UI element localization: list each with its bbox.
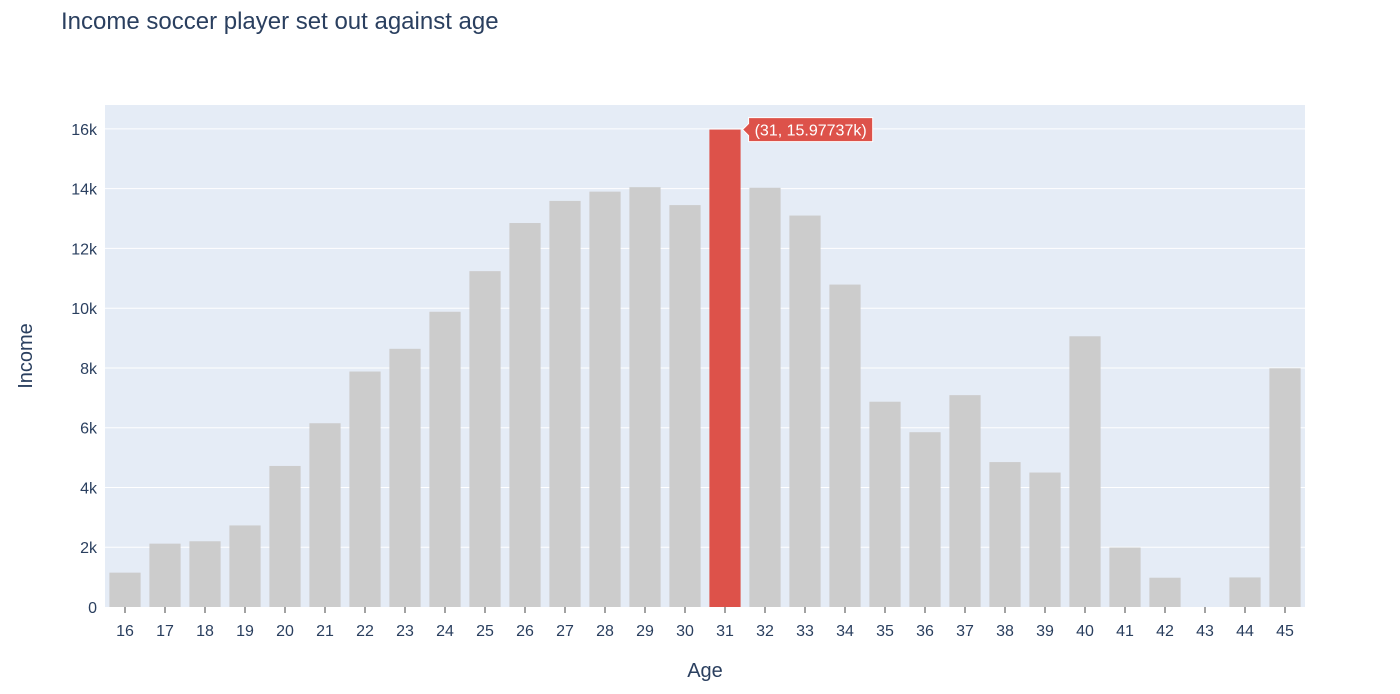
x-tick-label: 30 [676, 623, 694, 640]
bars [109, 129, 1301, 608]
x-tick-label: 36 [916, 623, 934, 640]
x-tick-label: 21 [316, 623, 334, 640]
bar-age-32[interactable] [749, 187, 781, 607]
y-tick-label: 10k [71, 301, 98, 318]
y-tick-label: 6k [80, 421, 98, 438]
bar-age-37[interactable] [949, 395, 981, 607]
x-tick-label: 35 [876, 623, 894, 640]
bar-age-18[interactable] [189, 541, 221, 607]
bar-age-38[interactable] [989, 462, 1021, 607]
bar-age-19[interactable] [229, 525, 261, 607]
bar-age-35[interactable] [869, 401, 901, 607]
bar-age-21[interactable] [309, 423, 341, 607]
x-tick-label: 27 [556, 623, 574, 640]
x-tick-label: 18 [196, 623, 214, 640]
bar-age-29[interactable] [629, 187, 661, 608]
bar-age-23[interactable] [389, 348, 421, 607]
bar-age-31[interactable] [709, 129, 741, 607]
x-tick-label: 32 [756, 623, 774, 640]
bar-age-33[interactable] [789, 215, 821, 608]
x-tick-label: 20 [276, 623, 294, 640]
x-tick-label: 34 [836, 623, 854, 640]
y-tick-label: 14k [71, 182, 98, 199]
x-tick-label: 22 [356, 623, 374, 640]
x-tick-label: 28 [596, 623, 614, 640]
bar-age-20[interactable] [269, 465, 301, 607]
x-tick-label: 25 [476, 623, 494, 640]
bar-age-27[interactable] [549, 200, 581, 608]
x-tick-label: 16 [116, 623, 134, 640]
x-tick-label: 40 [1076, 623, 1094, 640]
x-tick-label: 42 [1156, 623, 1174, 640]
y-tick-label: 4k [80, 480, 98, 497]
y-axis-title: Income [15, 323, 37, 389]
hover-tooltip: (31, 15.97737k) [741, 117, 874, 143]
bar-age-22[interactable] [349, 371, 381, 607]
x-tick-label: 23 [396, 623, 414, 640]
bar-age-25[interactable] [469, 271, 501, 607]
bar-age-24[interactable] [429, 311, 461, 607]
gridlines [105, 128, 1305, 548]
bar-age-17[interactable] [149, 543, 181, 607]
x-tick-label: 31 [716, 623, 734, 640]
x-tick-label: 33 [796, 623, 814, 640]
bar-age-42[interactable] [1149, 577, 1181, 607]
bar-age-28[interactable] [589, 191, 621, 607]
y-axis: 0 2k 4k 6k 8k 10k 12k 14k 16k [71, 122, 98, 617]
bar-age-16[interactable] [109, 572, 141, 607]
x-axis: 16 17 18 19 20 21 22 23 24 25 26 27 28 29 30 31 32 33 34 35… [116, 607, 1294, 640]
chart-title: Income soccer player set out against age [61, 8, 499, 35]
y-tick-label: 8k [80, 361, 98, 378]
x-tick-label: 19 [236, 623, 254, 640]
bar-age-30[interactable] [669, 205, 701, 607]
bar-age-39[interactable] [1029, 472, 1061, 607]
x-tick-label: 41 [1116, 623, 1134, 640]
bar-age-34[interactable] [829, 284, 861, 607]
x-tick-label: 29 [636, 623, 654, 640]
hover-tooltip-box [741, 117, 874, 143]
x-tick-label: 45 [1276, 623, 1294, 640]
x-tick-label: 43 [1196, 623, 1214, 640]
x-axis-title: Age [687, 660, 723, 682]
x-tick-label: 17 [156, 623, 174, 640]
bar-age-36[interactable] [909, 432, 941, 607]
x-tick-label: 26 [516, 623, 534, 640]
y-tick-label: 0 [88, 600, 97, 617]
x-tick-label: 44 [1236, 623, 1254, 640]
y-tick-label: 12k [71, 241, 98, 258]
x-tick-label: 39 [1036, 623, 1054, 640]
x-tick-label: 37 [956, 623, 974, 640]
bar-age-26[interactable] [509, 223, 541, 607]
y-tick-label: 16k [71, 122, 98, 139]
bar-age-40[interactable] [1069, 336, 1101, 607]
bar-age-41[interactable] [1109, 547, 1141, 607]
x-tick-label: 24 [436, 623, 454, 640]
bar-age-44[interactable] [1229, 577, 1261, 607]
x-tick-label: 38 [996, 623, 1014, 640]
hover-tooltip-label: (31, 15.97737k) [755, 123, 867, 140]
bar-age-45[interactable] [1269, 368, 1301, 607]
y-tick-label: 2k [80, 540, 98, 557]
